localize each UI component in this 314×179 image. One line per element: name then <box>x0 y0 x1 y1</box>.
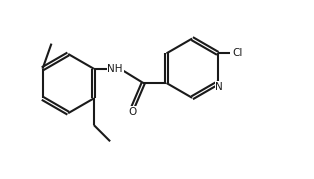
Text: NH: NH <box>107 64 123 74</box>
Text: N: N <box>215 82 223 91</box>
Text: Cl: Cl <box>232 48 243 58</box>
Text: O: O <box>128 107 137 117</box>
